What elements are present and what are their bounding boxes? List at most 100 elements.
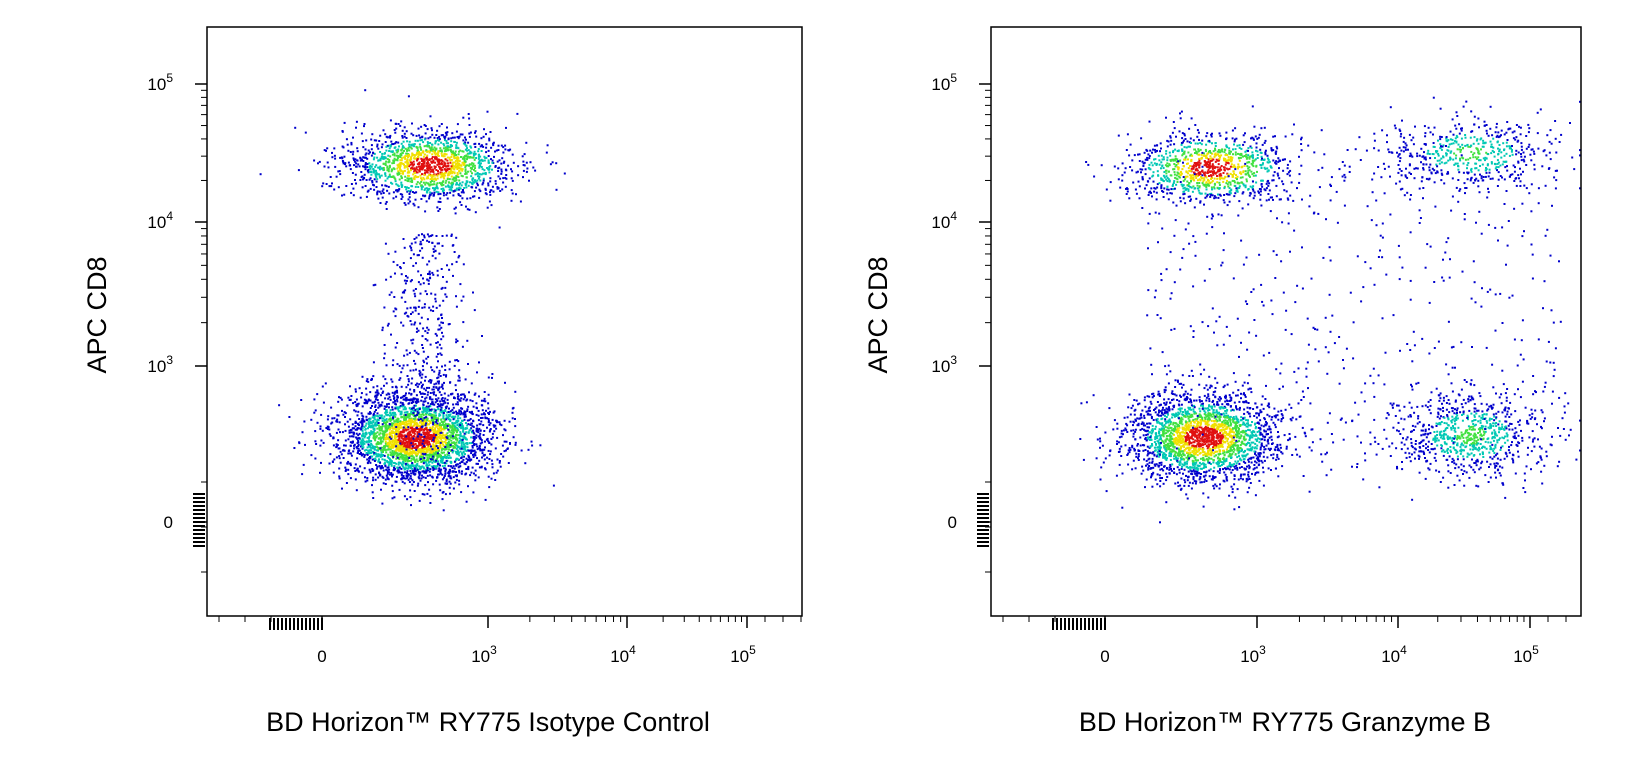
event-dot (400, 434, 403, 437)
event-dot (386, 166, 389, 169)
event-dot (474, 179, 476, 182)
event-dot (438, 440, 441, 443)
event-dot (393, 465, 396, 467)
event-dot (444, 472, 447, 475)
event-dot (460, 412, 463, 415)
event-dot (525, 161, 528, 164)
event-dot (451, 181, 454, 184)
event-dot (435, 173, 438, 176)
event-dot (469, 181, 471, 184)
event-dot (468, 391, 470, 394)
event-dot (459, 431, 462, 434)
event-dot (325, 183, 328, 185)
event-dot (456, 172, 459, 174)
event-dot (485, 409, 487, 412)
event-dot (447, 162, 449, 165)
event-dot (441, 387, 444, 390)
event-dot (420, 423, 423, 425)
event-dot (475, 434, 478, 437)
event-dot (471, 441, 474, 444)
event-dot (435, 414, 437, 417)
event-dot (499, 177, 502, 180)
event-dot (434, 435, 437, 438)
event-dot (496, 187, 499, 190)
event-dot (457, 157, 460, 159)
event-dot (372, 420, 375, 422)
event-dot (466, 147, 468, 150)
event-dot (505, 174, 508, 176)
event-dot (339, 396, 342, 399)
event-dot (346, 404, 349, 407)
event-dot (377, 453, 380, 456)
event-dot (428, 437, 431, 440)
event-dot (430, 435, 433, 438)
event-dot (368, 432, 371, 435)
event-dot (400, 410, 403, 413)
event-dot (476, 407, 478, 410)
event-dot (406, 190, 409, 193)
event-dot (417, 424, 420, 427)
event-dot (502, 455, 505, 458)
event-dot (389, 144, 392, 147)
event-dot (425, 162, 428, 165)
event-dot (410, 460, 413, 462)
event-dot (417, 254, 420, 257)
event-dot (430, 465, 433, 468)
event-dot (352, 450, 355, 453)
event-dot (465, 438, 468, 441)
event-dot (348, 429, 351, 432)
event-dot (365, 387, 368, 390)
event-dot (440, 398, 443, 401)
event-dot (385, 418, 388, 421)
event-dot (413, 389, 416, 391)
event-dot (398, 435, 401, 438)
event-dot (478, 395, 480, 398)
event-dot (450, 137, 453, 140)
event-dot (468, 411, 471, 414)
event-dot (396, 164, 399, 167)
event-dot (387, 144, 390, 147)
event-dot (365, 380, 368, 383)
event-dot (421, 457, 424, 460)
event-dot (420, 178, 423, 181)
event-dot (430, 379, 433, 382)
event-dot (428, 174, 431, 177)
event-dot (431, 133, 434, 136)
event-dot (428, 197, 431, 200)
event-dot (467, 431, 470, 434)
event-dot (423, 459, 426, 462)
event-dot (474, 451, 477, 454)
event-dot (458, 166, 461, 169)
event-dot (440, 141, 443, 144)
event-dot (386, 443, 389, 446)
event-dot (425, 412, 428, 415)
event-dot (384, 478, 387, 481)
event-dot (471, 156, 474, 159)
event-dot (512, 161, 515, 164)
event-dot (485, 151, 488, 154)
event-dot (433, 421, 436, 424)
event-dot (383, 405, 386, 408)
event-dot (350, 141, 353, 144)
event-dot (372, 158, 375, 161)
event-dot (428, 455, 431, 458)
event-dot (359, 421, 362, 424)
event-dot (369, 461, 372, 464)
event-dot (372, 171, 375, 174)
event-dot (389, 417, 392, 420)
event-dot (350, 143, 353, 146)
event-dot (408, 454, 411, 457)
event-dot (424, 397, 427, 400)
event-dot (441, 420, 444, 423)
event-dot (480, 162, 482, 165)
event-dot (435, 382, 438, 385)
event-dot (488, 430, 491, 433)
event-dot (420, 376, 423, 379)
event-dot (459, 172, 462, 175)
event-dot (424, 171, 427, 174)
event-dot (408, 448, 411, 451)
event-dot (444, 286, 447, 289)
event-dot (402, 146, 405, 149)
event-dot (361, 418, 364, 421)
event-dot (472, 420, 475, 423)
